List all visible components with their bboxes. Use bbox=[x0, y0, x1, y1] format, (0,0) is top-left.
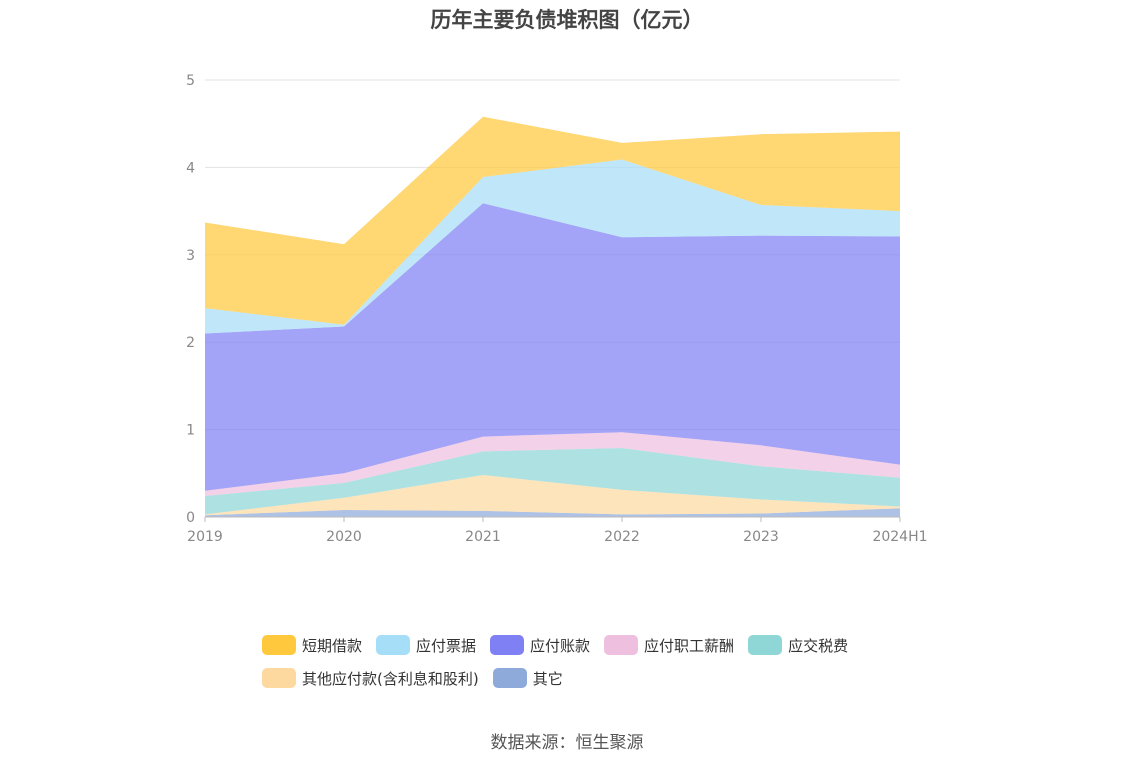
legend-item[interactable]: 应付票据 bbox=[376, 635, 476, 656]
legend-swatch bbox=[604, 635, 639, 655]
legend-swatch bbox=[748, 635, 783, 655]
area-series-2 bbox=[205, 448, 900, 515]
area-series-1 bbox=[205, 475, 900, 516]
y-tick-label: 0 bbox=[186, 510, 195, 526]
legend-item[interactable]: 应付职工薪酬 bbox=[604, 635, 734, 656]
area-series-0 bbox=[205, 508, 900, 517]
chart-plot: 0 1 2 3 4 5 2019 2020 2021 2022 2023 2024H1 bbox=[186, 73, 927, 545]
legend-item[interactable]: 短期借款 bbox=[262, 635, 362, 656]
legend-label: 其他应付款(含利息和股利) bbox=[302, 669, 479, 688]
legend-item[interactable]: 应付账款 bbox=[490, 635, 590, 656]
x-tick-label: 2020 bbox=[326, 529, 362, 545]
chart-title: 历年主要负债堆积图（亿元） bbox=[430, 8, 704, 32]
x-tick-label: 2022 bbox=[604, 529, 640, 545]
legend-item[interactable]: 其他应付款(含利息和股利) bbox=[262, 668, 479, 689]
area-layer bbox=[205, 116, 900, 517]
legend-swatch bbox=[262, 668, 296, 688]
chart-legend: 短期借款 应付票据 应付账款 应付职工薪酬 应交税费其他应付款(含利息和股利) 其它 bbox=[262, 630, 962, 696]
area-series-3 bbox=[205, 432, 900, 496]
area-series-6 bbox=[205, 116, 900, 325]
legend-item[interactable]: 应交税费 bbox=[748, 635, 848, 656]
legend-swatch bbox=[492, 668, 527, 688]
legend-label: 应付票据 bbox=[416, 636, 477, 655]
axis-layer: 0 1 2 3 4 5 2019 2020 2021 2022 2023 2024H1 bbox=[186, 73, 927, 545]
data-source: 数据来源：恒生聚源 bbox=[490, 733, 644, 753]
y-tick-label: 3 bbox=[186, 248, 195, 264]
y-tick-label: 2 bbox=[186, 335, 195, 351]
x-tick-label: 2019 bbox=[187, 529, 223, 545]
legend-label: 应付职工薪酬 bbox=[644, 636, 735, 655]
legend-row: 其他应付款(含利息和股利) 其它 bbox=[262, 663, 962, 693]
legend-item[interactable]: 其它 bbox=[492, 668, 563, 689]
area-series-5 bbox=[205, 159, 900, 334]
area-series-4 bbox=[205, 203, 900, 491]
legend-swatch bbox=[262, 635, 296, 655]
legend-label: 其它 bbox=[532, 669, 563, 688]
y-tick-label: 4 bbox=[186, 160, 195, 176]
x-tick-label: 2024H1 bbox=[872, 529, 927, 545]
legend-label: 应交税费 bbox=[788, 636, 849, 655]
x-tick-label: 2021 bbox=[465, 529, 501, 545]
x-tick-label: 2023 bbox=[743, 529, 779, 545]
y-tick-label: 1 bbox=[186, 423, 195, 439]
legend-label: 应付账款 bbox=[530, 636, 591, 655]
legend-label: 短期借款 bbox=[302, 636, 363, 655]
legend-row: 短期借款 应付票据 应付账款 应付职工薪酬 应交税费 bbox=[262, 630, 962, 660]
y-tick-label: 5 bbox=[186, 73, 195, 89]
legend-swatch bbox=[490, 635, 525, 655]
legend-swatch bbox=[376, 635, 411, 655]
